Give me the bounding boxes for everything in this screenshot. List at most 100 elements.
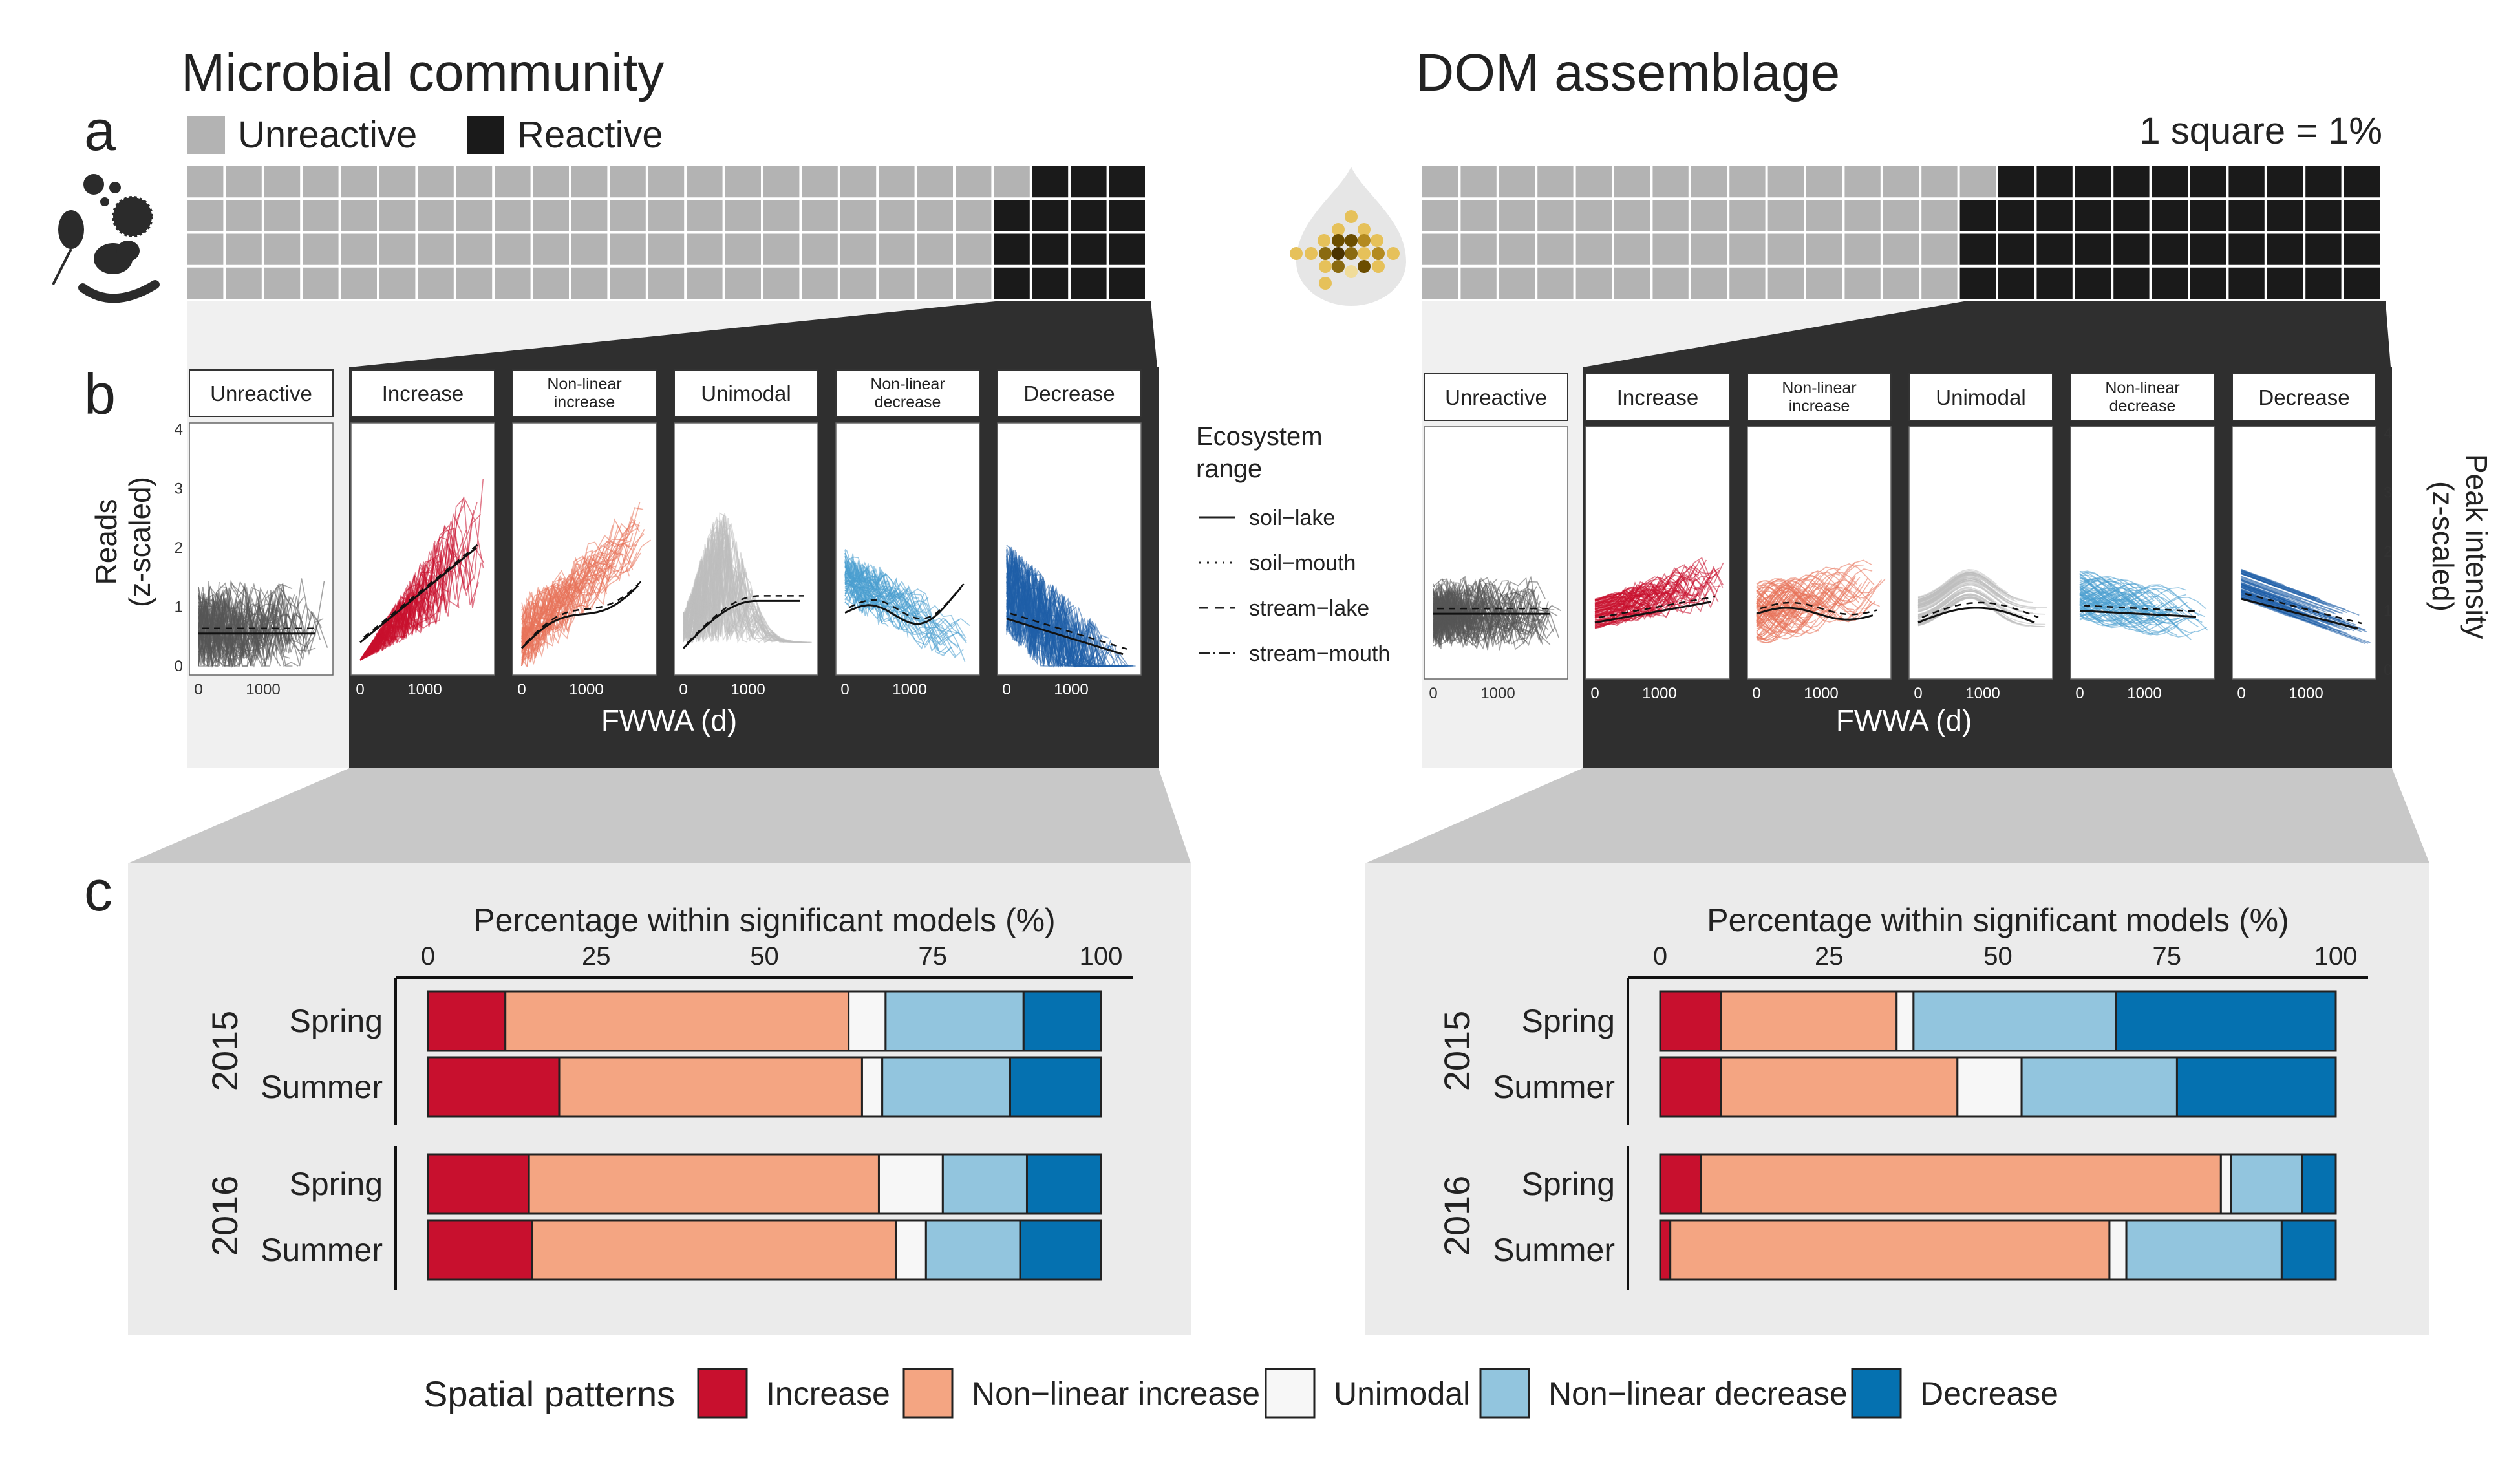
legend-reactive-label: Reactive — [517, 114, 663, 156]
waffle-square-reactive — [2113, 233, 2150, 265]
waffle-square-unreactive — [1422, 200, 1458, 231]
waffle-square-reactive — [2152, 200, 2188, 231]
waffle-square-unreactive — [1729, 267, 1766, 299]
waffle-square-unreactive — [648, 233, 685, 265]
legend-unreactive-label: Unreactive — [238, 114, 417, 156]
season-label: Spring — [289, 1166, 383, 1202]
facet-curve — [1006, 570, 1103, 667]
waffle-square-unreactive — [1883, 200, 1919, 231]
waffle-square-reactive — [1071, 267, 1107, 299]
waffle-square-unreactive — [303, 200, 339, 231]
facet-curve — [844, 577, 959, 649]
facet-curve — [1433, 583, 1511, 631]
facet-curve — [1756, 592, 1855, 638]
panelc-x-tick: 75 — [919, 942, 948, 971]
panelb-left-ylabel-2: (z-scaled) — [123, 477, 156, 607]
waffle-square-unreactive — [687, 267, 723, 299]
facet-strip-label-increase: Increase — [1617, 385, 1699, 409]
facet-curve — [2079, 580, 2207, 614]
facet-curve — [1433, 601, 1519, 640]
panelc-x-tick: 0 — [421, 942, 435, 971]
facet-mean-curve — [520, 585, 639, 649]
facet-strip-label-increase: Increase — [382, 382, 464, 405]
waffle-square-reactive — [2344, 200, 2380, 231]
droplet-dot — [1319, 277, 1332, 290]
facet-curve — [1594, 592, 1639, 608]
bar-segment-3 — [941, 1153, 1028, 1215]
facet-curve — [2079, 577, 2105, 594]
legend-swatch-unreactive — [187, 116, 225, 154]
facet-strip-unimodal — [1908, 373, 2053, 421]
facet-mean-curve — [2241, 597, 2358, 630]
waffle-square-unreactive — [456, 267, 493, 299]
facet-curve — [2079, 601, 2170, 622]
waffle-square-unreactive — [763, 267, 800, 299]
bar-segment-3 — [1912, 990, 2117, 1052]
legend-nl-increase-label: Non−linear increase — [972, 1375, 1260, 1412]
waffle-square-reactive — [2344, 233, 2380, 265]
waffle-square-unreactive — [1614, 200, 1650, 231]
waffle-square-reactive — [2267, 233, 2303, 265]
waffle-square-unreactive — [956, 233, 992, 265]
panelc-left-bars: Percentage within significant models (%)… — [204, 902, 1133, 1290]
facet-strip-unreactive — [1424, 373, 1568, 421]
waffle-square-reactive — [2344, 166, 2380, 198]
waffle-square-reactive — [2075, 200, 2111, 231]
bar-segment-3 — [884, 990, 1025, 1052]
bar-segment-1 — [558, 1056, 863, 1118]
waffle-square-reactive — [2075, 233, 2111, 265]
x-tick-0: 0 — [679, 681, 687, 698]
facet-curve — [1756, 585, 1870, 631]
facet-curve — [1917, 572, 1991, 600]
waffle-square-reactive — [1032, 267, 1069, 299]
waffle-square-unreactive — [571, 200, 608, 231]
eco-legend-title-1: Ecosystem — [1196, 422, 1323, 451]
panelc-title: Percentage within significant models (%) — [473, 902, 1055, 938]
waffle-square-unreactive — [303, 166, 339, 198]
facet-curve — [1917, 588, 2013, 618]
panelc-x-tick: 0 — [1653, 942, 1667, 971]
facet-curve — [2241, 582, 2357, 626]
x-tick-1000: 1000 — [246, 681, 280, 698]
waffle-square-unreactive — [1614, 166, 1650, 198]
waffle-square-reactive — [2190, 200, 2226, 231]
season-label: Spring — [1521, 1166, 1615, 1202]
facet-plot-nlinc — [1747, 426, 1892, 680]
droplet-dot — [1332, 234, 1345, 247]
facet-curve — [1594, 601, 1642, 616]
waffle-square-unreactive — [1652, 267, 1689, 299]
facet-curve — [2241, 588, 2354, 632]
panelb-right-ylabel-2: (z-scaled) — [2426, 481, 2460, 612]
bar-segment-0 — [1659, 1219, 1672, 1281]
facet-curve — [1006, 560, 1136, 667]
facet-curve — [1756, 580, 1797, 604]
waffle-square-reactive — [2190, 233, 2226, 265]
waffle-square-reactive — [2190, 166, 2226, 198]
facet-curve — [521, 592, 569, 632]
waffle-square-unreactive — [610, 267, 646, 299]
facet-curve — [1756, 602, 1778, 621]
x-tick-1000: 1000 — [1965, 685, 2000, 702]
panelb-right-xlabel: FWWA (d) — [1836, 704, 1972, 737]
facet-mean-curve-dashed — [1010, 612, 1127, 650]
facet-mean-curve-dashed — [687, 595, 804, 644]
waffle-square-unreactive — [264, 166, 301, 198]
season-label: Spring — [1521, 1003, 1615, 1039]
facet-plot-unimodal — [1908, 426, 2053, 680]
bar-segment-4 — [2301, 1153, 2337, 1215]
waffle-square-unreactive — [1691, 200, 1727, 231]
facet-curve — [521, 533, 634, 661]
waffle-dom — [1422, 166, 2380, 299]
y-tick: 1 — [2384, 603, 2392, 620]
waffle-square-unreactive — [1575, 267, 1612, 299]
facet-curve — [2241, 592, 2288, 610]
facet-curve — [521, 507, 644, 647]
waffle-square-unreactive — [456, 233, 493, 265]
facet-curve — [844, 574, 929, 630]
facet-strip-label-nldec-1: Non-linear — [870, 375, 945, 393]
waffle-square-unreactive — [1921, 166, 1958, 198]
x-tick-0: 0 — [194, 681, 202, 698]
waffle-square-unreactive — [648, 166, 685, 198]
facet-curve — [1756, 584, 1814, 616]
